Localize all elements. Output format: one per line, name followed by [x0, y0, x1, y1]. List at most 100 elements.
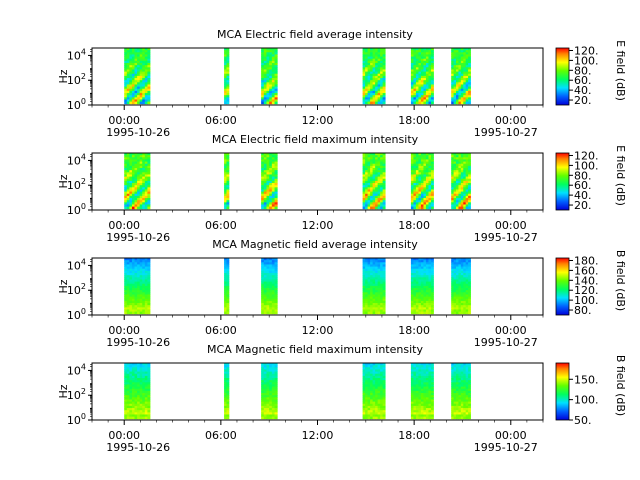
spectrogram-cell: [451, 401, 455, 405]
spectrogram-cell: [129, 300, 133, 304]
spectrogram-cell: [131, 71, 135, 75]
spectrogram-cell: [129, 298, 133, 302]
spectrogram-cell: [463, 84, 467, 87]
spectrogram-cell: [420, 163, 424, 167]
spectrogram-cell: [375, 296, 379, 300]
spectrogram-cell: [269, 386, 273, 390]
spectrogram-cell: [456, 172, 459, 175]
spectrogram-cell: [415, 185, 419, 188]
spectrogram-cell: [131, 285, 135, 289]
spectrogram-cell: [418, 101, 422, 105]
spectrogram-cell: [365, 183, 369, 186]
spectrogram-cell: [465, 50, 469, 53]
spectrogram-cell: [134, 69, 138, 72]
spectrogram-cell: [430, 191, 434, 195]
spectrogram-cell: [458, 395, 462, 398]
spectrogram-cell: [382, 375, 386, 379]
spectrogram-cell: [453, 363, 457, 366]
spectrogram-cell: [377, 273, 381, 276]
spectrogram-cell: [124, 93, 128, 96]
x-tick-label: 18:00: [398, 324, 430, 337]
spectrogram-cell: [428, 281, 432, 285]
spectrogram-cell: [456, 161, 459, 165]
spectrogram-cell: [413, 375, 417, 379]
spectrogram-cell: [425, 294, 429, 297]
spectrogram-cell: [425, 93, 429, 96]
spectrogram-cell: [367, 69, 371, 72]
spectrogram-cell: [139, 288, 143, 291]
spectrogram-cell: [420, 305, 424, 308]
spectrogram-cell: [261, 283, 265, 287]
spectrogram-cell: [367, 393, 371, 396]
spectrogram-cell: [362, 80, 366, 83]
spectrogram-cell: [430, 309, 434, 313]
spectrogram-cell: [415, 384, 419, 387]
spectrogram-cell: [266, 365, 270, 368]
spectrogram-cell: [365, 48, 369, 51]
spectrogram-cell: [129, 268, 133, 272]
spectrogram-cell: [142, 367, 146, 370]
spectrogram-cell: [266, 101, 270, 105]
spectrogram-cell: [147, 90, 151, 94]
spectrogram-cell: [144, 405, 148, 409]
colorbar-label: E field (dB): [614, 145, 627, 206]
spectrogram-cell: [261, 90, 265, 94]
spectrogram-cell: [147, 48, 151, 51]
spectrogram-cell: [375, 73, 379, 77]
spectrogram-cell: [129, 279, 133, 282]
spectrogram-cell: [129, 86, 133, 90]
spectrogram-cell: [451, 54, 455, 57]
spectrogram-cell: [428, 296, 432, 300]
spectrogram-cell: [418, 393, 422, 396]
spectrogram-cell: [463, 363, 467, 366]
spectrogram-cell: [261, 174, 265, 177]
spectrogram-cell: [375, 414, 379, 418]
spectrogram-cell: [274, 275, 278, 278]
spectrogram-cell: [263, 290, 267, 293]
spectrogram-cell: [147, 408, 151, 411]
spectrogram-cell: [420, 395, 424, 398]
spectrogram-cell: [428, 52, 432, 55]
spectrogram-cell: [380, 401, 384, 405]
spectrogram-cell: [224, 206, 227, 210]
spectrogram-cell: [261, 153, 265, 156]
spectrogram-cell: [375, 153, 379, 156]
spectrogram-cell: [420, 99, 424, 103]
spectrogram-cell: [134, 78, 138, 81]
spectrogram-cell: [460, 93, 464, 96]
spectrogram-cell: [124, 165, 128, 169]
spectrogram-cell: [367, 258, 371, 261]
spectrogram-cell: [463, 191, 467, 195]
spectrogram-cell: [377, 165, 381, 169]
spectrogram-cell: [451, 155, 455, 158]
spectrogram-cell: [382, 187, 386, 190]
spectrogram-cell: [134, 373, 138, 377]
spectrogram-cell: [271, 279, 275, 282]
spectrogram-cell: [129, 63, 133, 66]
spectrogram-cell: [224, 52, 227, 55]
spectrogram-cell: [274, 416, 278, 420]
spectrogram-cell: [142, 292, 146, 295]
spectrogram-cell: [144, 384, 148, 387]
spectrogram-cell: [263, 185, 267, 188]
spectrogram-cell: [420, 298, 424, 302]
spectrogram-cell: [269, 382, 273, 385]
spectrogram-cell: [137, 97, 141, 100]
spectrogram-cell: [413, 281, 417, 285]
spectrogram-cell: [365, 373, 369, 377]
spectrogram-cell: [142, 58, 146, 62]
spectrogram-cell: [413, 58, 417, 62]
spectrogram-cell: [147, 69, 151, 72]
spectrogram-cell: [456, 401, 459, 405]
spectrogram-cell: [263, 401, 267, 405]
spectrogram-cell: [261, 58, 265, 62]
spectrogram-cell: [226, 159, 230, 162]
spectrogram-cell: [420, 277, 424, 280]
spectrogram-cell: [463, 393, 467, 396]
spectrogram-cell: [370, 73, 374, 77]
spectrogram-cell: [468, 54, 471, 57]
spectrogram-cell: [263, 369, 267, 372]
spectrogram-cell: [365, 153, 369, 156]
spectrogram-cell: [261, 63, 265, 66]
spectrogram-cell: [224, 393, 227, 396]
